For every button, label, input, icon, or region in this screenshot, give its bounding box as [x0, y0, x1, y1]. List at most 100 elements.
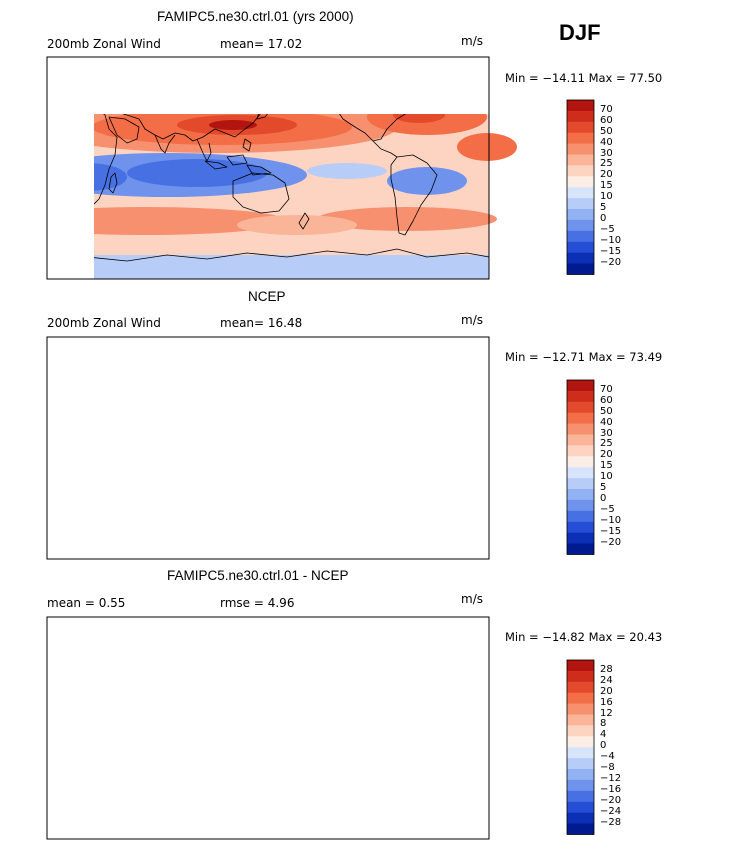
panel-3-units: m/s — [461, 592, 483, 606]
colorbar-2-swatch — [567, 434, 594, 446]
colorbar-2-label: 10 — [600, 471, 613, 483]
colorbar-1-swatch — [567, 219, 594, 232]
map-frame-2 — [46, 336, 490, 560]
colorbar-3-swatch — [567, 670, 594, 683]
panel-1-variable-label: 200mb Zonal Wind — [47, 37, 161, 51]
colorbar-3-label: −28 — [600, 816, 622, 828]
colorbar-3-label: 16 — [600, 696, 613, 708]
colorbar-2-swatch — [567, 401, 594, 413]
colorbar-3-swatch — [567, 725, 594, 737]
colorbar-2-label: 0 — [600, 492, 607, 504]
panel-2-units: m/s — [461, 313, 483, 327]
colorbar-3-swatch — [567, 681, 594, 693]
panel-2-title: NCEP — [248, 289, 286, 304]
colorbar-2-label: −20 — [600, 536, 622, 548]
colorbar-2-swatch — [567, 532, 594, 544]
colorbar-3-swatch — [567, 790, 594, 802]
colorbar-1-label: −5 — [600, 223, 615, 235]
colorbar-1-label: 50 — [600, 125, 613, 137]
colorbar-1-swatch — [567, 110, 594, 123]
map-frame-3 — [46, 616, 490, 840]
colorbar-3-label: −24 — [600, 805, 622, 817]
colorbar-2-frame — [566, 379, 595, 555]
panel-2-variable-label: 200mb Zonal Wind — [47, 316, 161, 330]
colorbar-2-label: 20 — [600, 449, 613, 461]
colorbar-2-swatch — [567, 390, 594, 403]
colorbar-1-swatch — [567, 263, 594, 275]
colorbar-1-swatch — [567, 252, 594, 264]
colorbar-2-swatch — [567, 423, 594, 435]
map-panel-1 — [94, 114, 517, 279]
colorbar-3-label: −12 — [600, 772, 622, 784]
colorbar-1-swatch — [567, 165, 594, 177]
map-frame-1 — [46, 56, 490, 280]
colorbar-1-label: 60 — [600, 114, 613, 126]
colorbar-1-label: 25 — [600, 158, 613, 170]
colorbar-1-swatch — [567, 230, 594, 242]
colorbar-1-label: 30 — [600, 147, 613, 159]
colorbar-3-swatch — [567, 703, 594, 715]
colorbar-3-label: −20 — [600, 794, 622, 806]
colorbar-1-swatch — [567, 176, 594, 188]
colorbar-3-label: −16 — [600, 783, 622, 795]
colorbar-3-label: 12 — [600, 707, 613, 719]
colorbar-2-label: 30 — [600, 427, 613, 439]
colorbar-1-label: 0 — [600, 212, 607, 224]
colorbar-1-swatch — [567, 209, 594, 221]
colorbar-3-swatch — [567, 812, 594, 824]
colorbar-1-label: −20 — [600, 256, 622, 268]
colorbar-2-label: −5 — [600, 503, 615, 515]
colorbar-1-swatch — [567, 143, 594, 155]
colorbar-3-swatch — [567, 714, 594, 726]
colorbar-1-label: −15 — [600, 245, 622, 257]
colorbar-2-label: 5 — [600, 482, 607, 493]
colorbar-2-swatch — [567, 467, 594, 479]
panel-3-title: FAMIPC5.ne30.ctrl.01 - NCEP — [167, 568, 349, 583]
season-label: DJF — [559, 20, 601, 45]
panel-1-units: m/s — [461, 34, 483, 48]
colorbar-2-swatch — [567, 380, 594, 392]
colorbar-3-swatch — [567, 823, 594, 835]
colorbar-3-swatch — [567, 747, 594, 759]
colorbar-1-label: 5 — [600, 202, 607, 213]
panel-3-rmse-label: rmse = 4.96 — [220, 596, 295, 610]
colorbar-1-swatch — [567, 132, 594, 144]
colorbar-3-swatch — [567, 769, 594, 781]
colorbar-2-swatch — [567, 499, 594, 512]
colorbar-2-label: 70 — [600, 383, 613, 395]
colorbar-1-swatch — [567, 154, 594, 166]
colorbar-2-label: 15 — [600, 460, 613, 472]
map-panel-3 — [47, 617, 491, 839]
panel-1-mean-label: mean= 17.02 — [220, 37, 303, 51]
panel-1-title: FAMIPC5.ne30.ctrl.01 (yrs 2000) — [157, 9, 354, 24]
colorbar-1-frame — [566, 99, 595, 275]
colorbar-1-label: 10 — [600, 191, 613, 203]
colorbar-2-label: −15 — [600, 525, 622, 537]
colorbar-1-swatch — [567, 100, 594, 112]
colorbar-3-label: 20 — [600, 685, 613, 697]
colorbar-3-swatch — [567, 801, 594, 813]
colorbar-2-swatch — [567, 543, 594, 555]
panel-3-minmax: Min = −14.82 Max = 20.43 — [505, 630, 663, 644]
colorbar-3-label: 4 — [600, 729, 607, 741]
colorbar-1-swatch — [567, 241, 594, 253]
colorbar-3-swatch — [567, 736, 594, 748]
panel-1-minmax: Min = −14.11 Max = 77.50 — [505, 71, 663, 85]
colorbar-3-label: 28 — [600, 663, 613, 675]
panel-3-mean-label: mean = 0.55 — [47, 596, 126, 610]
colorbar-3-swatch — [567, 758, 594, 770]
colorbar-2-label: 60 — [600, 394, 613, 406]
colorbar-3-swatch — [567, 692, 594, 704]
colorbar-3-label: −4 — [600, 751, 615, 763]
colorbar-3-label: 0 — [600, 740, 607, 752]
colorbar-1-label: 20 — [600, 169, 613, 181]
colorbar-2-swatch — [567, 445, 594, 457]
panel-2-mean-label: mean= 16.48 — [220, 316, 303, 330]
colorbar-2-swatch — [567, 478, 594, 490]
colorbar-1-swatch — [567, 121, 594, 133]
colorbar-1-label: 15 — [600, 180, 613, 192]
colorbar-3-label: 8 — [600, 718, 607, 730]
colorbar-1-label: −10 — [600, 234, 622, 246]
colorbar-2-swatch — [567, 489, 594, 501]
